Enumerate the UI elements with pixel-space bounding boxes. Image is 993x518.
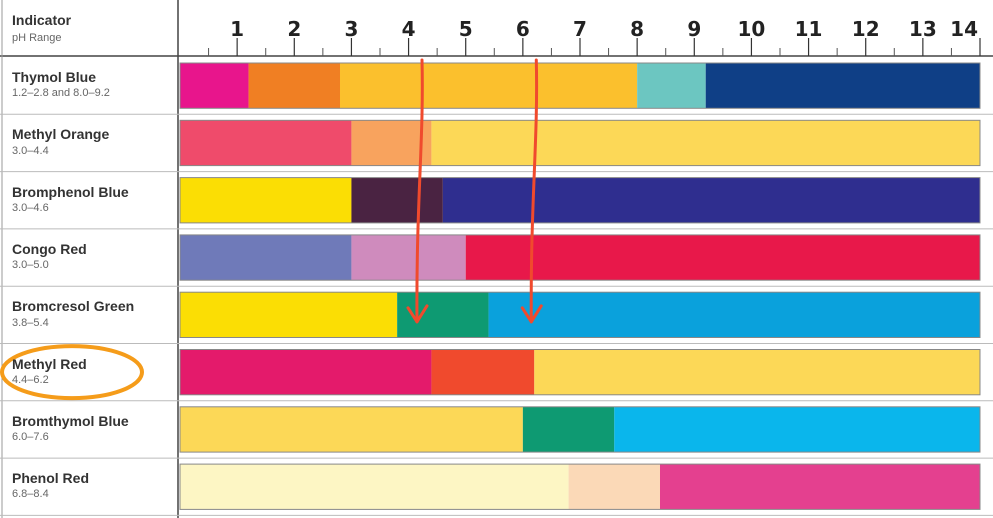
color-segment [442, 177, 980, 223]
row-label: Bromthymol Blue 6.0–7.6 [12, 412, 129, 444]
color-segment [568, 464, 660, 510]
row-label: Bromphenol Blue 3.0–4.6 [12, 183, 129, 214]
annotation-arrow-head [406, 304, 429, 324]
color-segment [180, 177, 352, 223]
indicator-ph-range: 6.8–8.4 [12, 488, 49, 501]
color-segment [180, 120, 352, 166]
color-segment [660, 464, 980, 510]
bar-outline [179, 234, 981, 281]
color-segment [180, 234, 352, 281]
color-segment [351, 234, 466, 281]
color-segment [431, 120, 980, 166]
indicator-ph-range: 4.4–6.2 [12, 373, 49, 386]
indicator-ph-range: 3.0–5.0 [12, 259, 49, 272]
indicator-name: Methyl Orange [12, 126, 110, 143]
header-indicator-label: Indicator [12, 12, 72, 28]
color-segment [351, 120, 432, 166]
x-tick-label: 2 [287, 17, 301, 41]
indicator-ph-range: 3.0–4.6 [12, 201, 49, 214]
row-label: Methyl Red 4.4–6.2 [12, 355, 87, 386]
color-segment [180, 464, 569, 510]
color-segment [180, 349, 432, 395]
annotation-arrow-head [520, 304, 543, 324]
x-tick-label: 5 [459, 17, 473, 41]
highlight-circle [0, 344, 144, 401]
bar-outline [179, 119, 981, 167]
color-segment [705, 63, 980, 109]
color-segment [534, 349, 980, 395]
color-segment [351, 177, 443, 223]
row-label: Bromcresol Green 3.8–5.4 [12, 298, 135, 329]
x-tick-label: 4 [402, 17, 416, 41]
color-segment [180, 63, 249, 109]
x-tick-label: 14 [950, 17, 978, 41]
color-segment [340, 63, 638, 109]
bar-outline [179, 463, 981, 510]
indicator-name: Methyl Red [12, 355, 87, 372]
indicator-name: Bromthymol Blue [12, 412, 129, 429]
color-segment [431, 349, 535, 395]
row-label: Methyl Orange 3.0–4.4 [12, 126, 110, 157]
x-tick-label: 8 [630, 17, 644, 41]
bar-outline [179, 177, 981, 224]
x-tick-label: 13 [909, 17, 937, 41]
indicator-ph-range: 1.2–2.8 and 8.0–9.2 [12, 87, 110, 100]
row-label: Thymol Blue 1.2–2.8 and 8.0–9.2 [12, 69, 110, 100]
row-label: Phenol Red 6.8–8.4 [12, 470, 90, 501]
x-tick-label: 3 [344, 17, 358, 41]
bar-outline [179, 62, 981, 109]
indicator-name: Congo Red [12, 240, 87, 257]
color-segment [465, 234, 980, 281]
color-segment [180, 292, 398, 338]
bar-outline [179, 406, 981, 453]
indicator-name: Bromphenol Blue [12, 183, 129, 200]
row-label: Congo Red 3.0–5.0 [12, 240, 87, 272]
x-tick-label: 7 [573, 17, 587, 41]
annotation-arrow-shaft [415, 58, 424, 324]
indicator-name: Phenol Red [12, 470, 90, 487]
indicator-name: Bromcresol Green [12, 298, 135, 315]
bar-outline [179, 291, 981, 339]
color-segment [248, 63, 340, 109]
header-ph-range-label: pH Range [12, 32, 62, 44]
indicator-ph-range: 3.0–4.4 [12, 144, 49, 157]
x-tick-label: 12 [852, 17, 880, 41]
indicator-name: Thymol Blue [12, 69, 97, 85]
x-tick-label: 1 [230, 17, 244, 41]
color-segment [522, 406, 615, 453]
x-tick-label: 6 [516, 17, 530, 41]
annotation-arrow-shaft [529, 58, 539, 324]
x-tick-label: 10 [738, 17, 766, 41]
indicator-ph-range: 6.0–7.6 [12, 431, 49, 444]
color-segment [180, 406, 523, 453]
x-tick-label: 9 [687, 17, 701, 41]
indicator-ph-range: 3.8–5.4 [12, 316, 49, 329]
bar-outline [179, 349, 981, 396]
color-segment [488, 292, 980, 338]
color-segment [614, 406, 980, 453]
color-segment [637, 63, 706, 109]
x-tick-label: 11 [795, 17, 823, 41]
